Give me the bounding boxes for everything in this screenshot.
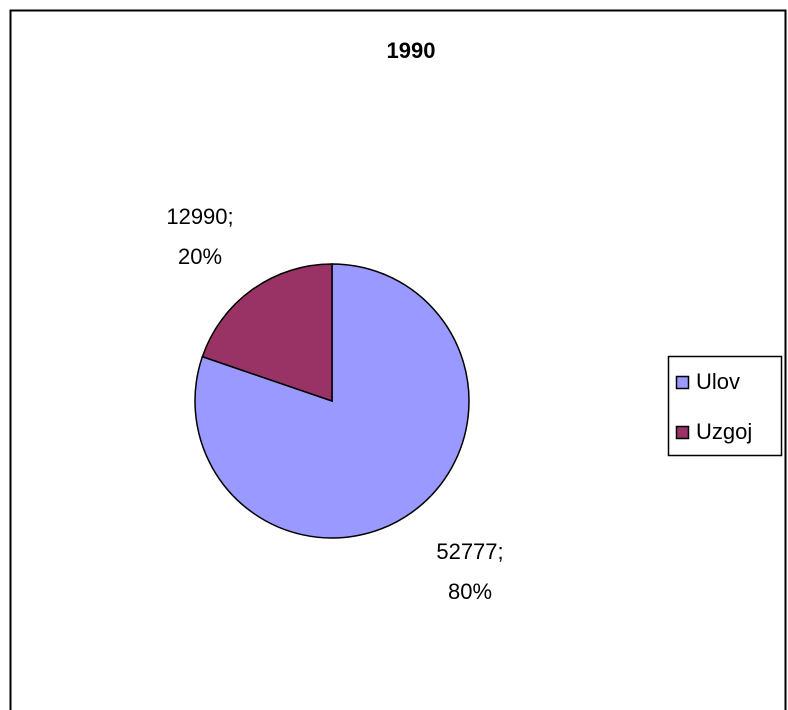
legend-label: Uzgoj [696,419,752,444]
percent-label: 80% [448,579,492,604]
data-label: 52777; [436,539,503,564]
legend-swatch [675,375,690,390]
pie-slice [201,263,333,403]
chart-title: 1990 [387,38,436,63]
data-label: 12990; [166,204,233,229]
legend-swatch [675,425,690,440]
legend-label: Ulov [696,369,740,394]
percent-label: 20% [178,244,222,269]
